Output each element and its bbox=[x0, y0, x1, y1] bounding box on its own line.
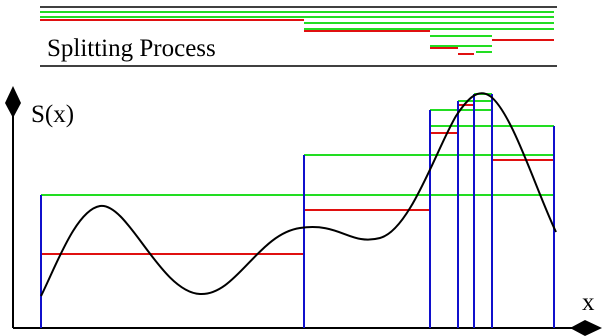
interval-boundaries bbox=[40, 94, 555, 328]
upper-bound-segments bbox=[41, 93, 554, 196]
axes: S(x) x bbox=[5, 86, 602, 336]
function-curve bbox=[40, 92, 557, 297]
header-lower-bounds bbox=[40, 19, 554, 55]
y-axis-label: S(x) bbox=[31, 101, 74, 128]
header-panel: Splitting Process bbox=[40, 6, 557, 67]
x-axis-arrow-icon bbox=[570, 320, 602, 336]
lower-bound-segments bbox=[41, 104, 554, 255]
header-upper-bounds bbox=[40, 11, 554, 53]
x-axis-label: x bbox=[582, 289, 595, 316]
y-axis-arrow-icon bbox=[5, 86, 21, 118]
header-title: Splitting Process bbox=[47, 35, 216, 62]
